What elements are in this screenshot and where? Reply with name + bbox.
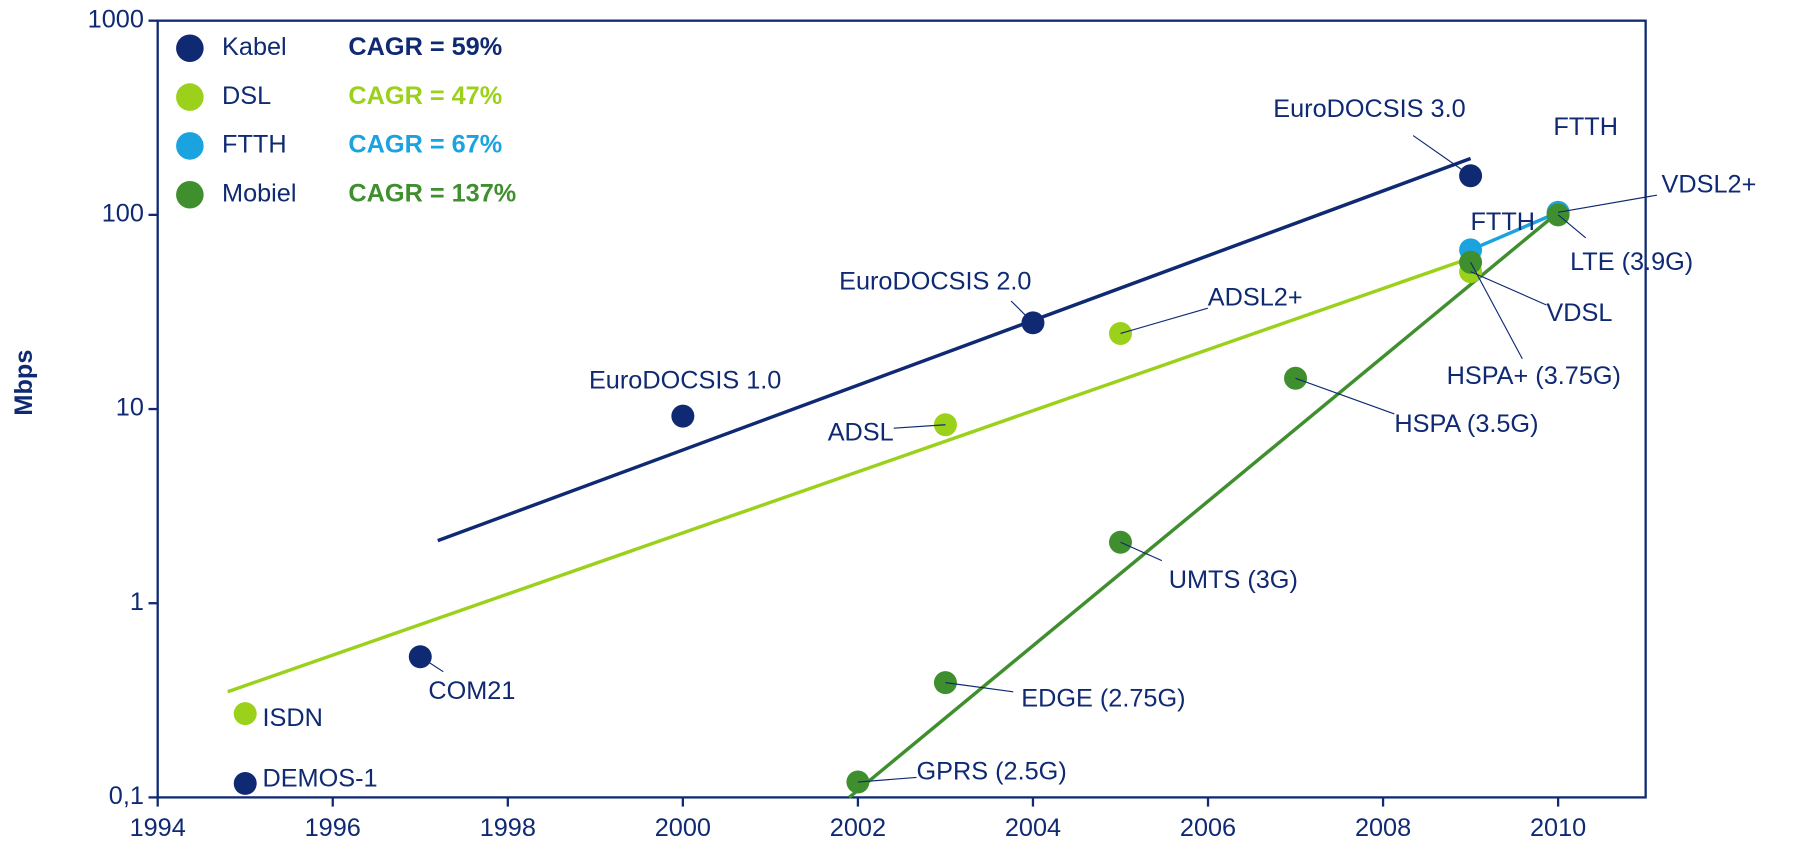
leader-line: [419, 656, 444, 673]
legend-cagr: CAGR = 47%: [348, 82, 502, 110]
point-label: HSPA (3.5G): [1394, 410, 1538, 438]
data-point: [233, 702, 257, 726]
y-tick-label: 100: [102, 200, 144, 228]
trend-lines: [227, 156, 1560, 799]
leader-line: [1557, 214, 1587, 239]
point-label: COM21: [428, 677, 515, 705]
leader-line: [1558, 194, 1658, 213]
point-label: FTTH: [1470, 208, 1535, 236]
leader-line: [1120, 541, 1163, 562]
legend-marker: [176, 132, 204, 160]
point-label: GPRS (2.5G): [917, 758, 1067, 786]
x-tick-label: 2010: [1530, 814, 1586, 842]
data-point: [671, 404, 695, 428]
leader-line: [1295, 377, 1395, 415]
point-label: HSPA+ (3.75G): [1447, 362, 1621, 390]
point-label: VDSL2+: [1662, 171, 1757, 199]
point-label: EuroDOCSIS 3.0: [1273, 95, 1465, 123]
data-point: [1459, 250, 1483, 274]
y-tick-label: 0,1: [109, 782, 144, 810]
x-tick-label: 1996: [305, 814, 361, 842]
x-tick-label: 2002: [830, 814, 886, 842]
legend-marker: [176, 180, 204, 209]
leader-line: [945, 682, 1014, 693]
leader-line: [1470, 271, 1547, 306]
trend-line: [227, 256, 1472, 694]
y-tick-label: 10: [116, 394, 144, 422]
point-label: UMTS (3G): [1169, 566, 1298, 594]
legend-cagr: CAGR = 67%: [348, 131, 502, 159]
point-label: FTTH: [1553, 113, 1618, 141]
legend-label: FTTH: [222, 131, 287, 159]
point-label: ADSL2+: [1208, 284, 1303, 312]
data-point: [233, 771, 257, 795]
x-tick-label: 2008: [1355, 814, 1411, 842]
legend-cagr: CAGR = 137%: [348, 179, 516, 207]
point-label: VDSL: [1546, 299, 1612, 327]
annotations: DEMOS-1 COM21 EuroDOCSIS 1.0 EuroDOCSIS 2.0…: [262, 95, 1756, 793]
legend-label: Kabel: [222, 33, 287, 61]
point-label: ISDN: [262, 704, 322, 732]
trend-line: [848, 211, 1560, 799]
leader-line: [1470, 261, 1523, 360]
legend-marker: [176, 83, 204, 111]
legend-marker: [176, 34, 204, 63]
point-label: EDGE (2.75G): [1021, 685, 1185, 713]
point-label: ADSL: [828, 419, 894, 447]
y-tick-label: 1000: [88, 5, 144, 33]
x-tick-label: 2006: [1180, 814, 1236, 842]
point-label: LTE (3.9G): [1570, 248, 1693, 276]
y-tick-label: 1: [130, 588, 144, 616]
leader-line: [1010, 300, 1034, 324]
leader-line: [1120, 307, 1208, 335]
point-label: EuroDOCSIS 2.0: [839, 267, 1031, 295]
leader-line: [857, 776, 917, 783]
legend-label: Mobiel: [222, 179, 296, 207]
point-label: DEMOS-1: [262, 765, 377, 793]
legend-cagr: CAGR = 59%: [348, 33, 502, 61]
leader-line: [893, 424, 946, 429]
y-axis-title: Mbps: [10, 350, 38, 416]
x-tick-label: 2004: [1005, 814, 1061, 842]
x-tick-label: 2000: [655, 814, 711, 842]
x-tick-label: 1994: [130, 814, 186, 842]
point-label: EuroDOCSIS 1.0: [589, 366, 781, 394]
leader-line: [1412, 135, 1471, 177]
trend-line: [437, 156, 1472, 543]
legend-label: DSL: [222, 82, 271, 110]
x-tick-label: 1998: [480, 814, 536, 842]
trend-line: [1469, 210, 1559, 252]
